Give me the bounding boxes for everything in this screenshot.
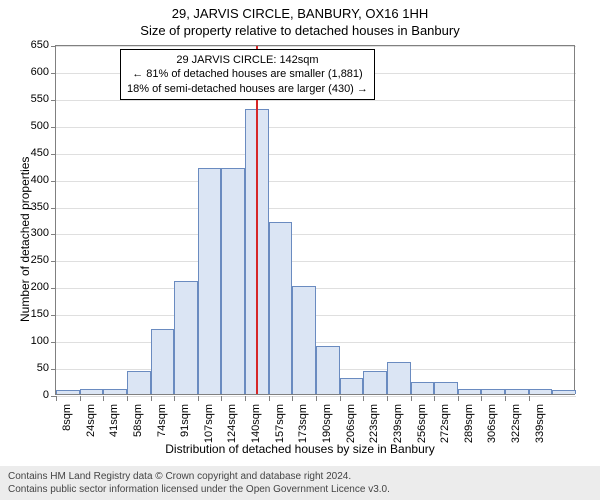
y-tick [51,73,56,74]
grid-line [56,100,576,101]
histogram-bar [529,389,553,394]
histogram-bar [269,222,293,394]
grid-line [56,181,576,182]
x-tick [103,396,104,401]
page-subtitle: Size of property relative to detached ho… [0,21,600,38]
y-tick-label: 150 [21,308,49,320]
x-tick [56,396,57,401]
histogram-bar [151,329,175,394]
x-tick [481,396,482,401]
y-tick-label: 0 [21,389,49,401]
histogram-bar [221,168,245,394]
y-tick-label: 450 [21,147,49,159]
y-tick [51,100,56,101]
grid-line [56,208,576,209]
annotation-box: 29 JARVIS CIRCLE: 142sqm ← 81% of detach… [120,49,375,100]
y-tick-label: 100 [21,335,49,347]
y-tick-label: 50 [21,362,49,374]
grid-line [56,154,576,155]
histogram-bar [552,390,576,394]
y-tick-label: 350 [21,201,49,213]
histogram-bar [292,286,316,394]
y-tick [51,181,56,182]
x-tick [434,396,435,401]
x-tick [245,396,246,401]
annotation-line2: ← 81% of detached houses are smaller (1,… [127,67,368,81]
y-tick-label: 200 [21,281,49,293]
x-tick [387,396,388,401]
histogram-bar [174,281,198,394]
footer: Contains HM Land Registry data © Crown c… [0,466,600,500]
y-tick [51,288,56,289]
y-tick [51,261,56,262]
x-tick [505,396,506,401]
chart-container: 29, JARVIS CIRCLE, BANBURY, OX16 1HH Siz… [0,0,600,500]
y-tick [51,127,56,128]
x-tick [269,396,270,401]
x-tick [198,396,199,401]
footer-line1: Contains HM Land Registry data © Crown c… [8,470,592,483]
x-tick [340,396,341,401]
x-tick [292,396,293,401]
y-tick [51,154,56,155]
y-tick-label: 300 [21,227,49,239]
annotation-line1: 29 JARVIS CIRCLE: 142sqm [127,53,368,67]
x-tick [411,396,412,401]
y-tick-label: 400 [21,174,49,186]
histogram-bar [387,362,411,394]
x-tick [127,396,128,401]
y-tick-label: 650 [21,39,49,51]
histogram-bar [56,390,80,394]
histogram-bar [481,389,505,394]
x-tick [174,396,175,401]
y-tick-label: 500 [21,120,49,132]
page-title: 29, JARVIS CIRCLE, BANBURY, OX16 1HH [0,0,600,21]
x-tick [529,396,530,401]
histogram-bar [434,382,458,394]
histogram-bar [198,168,222,394]
y-tick [51,342,56,343]
grid-line [56,288,576,289]
grid-line [56,127,576,128]
y-tick-label: 600 [21,66,49,78]
grid-line [56,342,576,343]
x-tick [458,396,459,401]
y-tick-label: 550 [21,93,49,105]
histogram-bar [80,389,104,394]
histogram-bar [505,389,529,394]
y-tick [51,369,56,370]
grid-line [56,261,576,262]
x-tick [316,396,317,401]
histogram-bar [103,389,127,394]
histogram-bar [363,371,387,394]
y-tick [51,234,56,235]
x-tick [151,396,152,401]
x-tick [80,396,81,401]
histogram-bar [340,378,364,394]
histogram-bar [411,382,435,394]
x-axis-label: Distribution of detached houses by size … [0,442,600,456]
y-tick [51,208,56,209]
histogram-bar [316,346,340,394]
y-tick [51,315,56,316]
grid-line [56,46,576,47]
grid-line [56,315,576,316]
histogram-bar [458,389,482,394]
y-tick-label: 250 [21,254,49,266]
x-tick [221,396,222,401]
annotation-line3: 18% of semi-detached houses are larger (… [127,82,368,96]
grid-line [56,234,576,235]
y-tick [51,46,56,47]
x-tick [363,396,364,401]
histogram-bar [127,371,151,394]
footer-line2: Contains public sector information licen… [8,483,592,496]
